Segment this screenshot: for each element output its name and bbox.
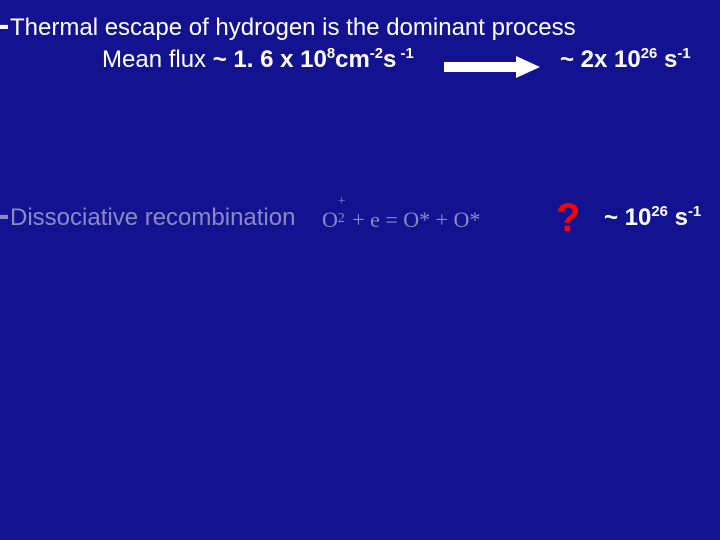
flux-coef: ~ 1. 6 x 10 [213, 46, 327, 73]
rate2-exp2: -1 [688, 204, 701, 220]
item2-rate: ~ 1026 s-1 [604, 204, 701, 232]
item1-rate: ~ 2x 1026 s-1 [560, 46, 691, 74]
flux-exp1: 8 [327, 46, 335, 62]
item2-title: Dissociative recombination [10, 204, 295, 232]
mean-flux-label: Mean flux [102, 46, 213, 73]
rate1-unit: s [657, 46, 677, 73]
eq-rest: + e = O* + O* [347, 207, 481, 232]
rate1-exp2: -1 [677, 46, 690, 62]
item2-equation: O+2 + e = O* + O* [322, 205, 480, 233]
mean-flux-value: ~ 1. 6 x 108cm-2s -1 [213, 46, 414, 73]
eq-sup-plus: + [338, 193, 346, 209]
eq-supsub: +2 [338, 205, 347, 227]
rate2-unit: s [668, 204, 688, 231]
slide: - Thermal escape of hydrogen is the domi… [0, 0, 720, 540]
rate2-exp: 26 [651, 204, 668, 220]
rate1-prefix: ~ 2x 10 [560, 46, 641, 73]
bullet-dash-2: - [0, 196, 9, 235]
rate1-exp: 26 [641, 46, 658, 62]
flux-exp3: -1 [396, 46, 413, 62]
arrow-icon [444, 54, 544, 80]
bullet-dash-1: - [0, 6, 9, 45]
flux-unit-s: s [383, 46, 396, 73]
rate2-prefix: ~ 10 [604, 204, 651, 231]
flux-exp2: -2 [370, 46, 383, 62]
question-mark: ? [556, 196, 580, 241]
item1-mean-flux: Mean flux ~ 1. 6 x 108cm-2s -1 [102, 46, 414, 74]
item1-title: Thermal escape of hydrogen is the domina… [10, 14, 576, 42]
eq-sub-2: 2 [338, 210, 345, 226]
flux-unit-cm: cm [335, 46, 370, 73]
eq-O: O [322, 207, 338, 232]
